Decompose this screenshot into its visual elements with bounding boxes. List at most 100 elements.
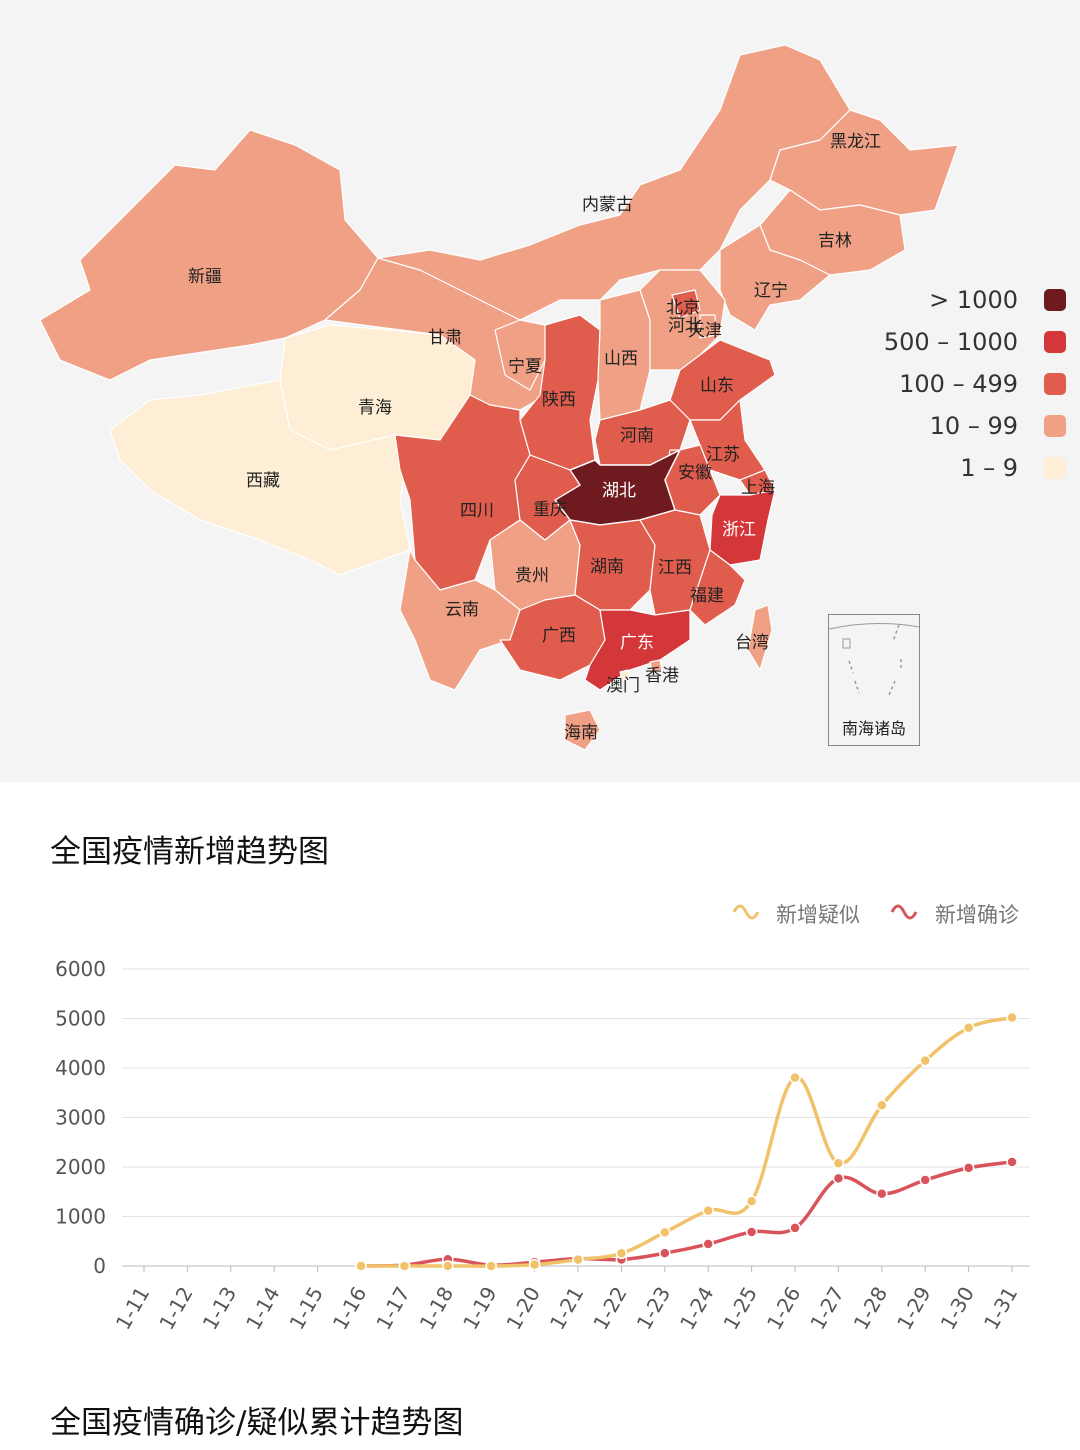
- data-point-suspected[interactable]: [919, 1054, 931, 1067]
- label-jiangsu: 江苏: [706, 445, 740, 465]
- label-ningxia: 宁夏: [508, 357, 542, 377]
- map-legend-item[interactable]: > 1000: [858, 285, 1066, 315]
- data-point-suspected[interactable]: [832, 1157, 845, 1169]
- province-tianjin[interactable]: [699, 314, 717, 339]
- south-china-sea-label: 南海诸岛: [841, 719, 906, 738]
- label-heilongjiang: 黑龙江: [830, 132, 881, 152]
- data-point-suspected[interactable]: [398, 1260, 411, 1272]
- label-hubei: 湖北: [602, 481, 636, 501]
- data-point-confirmed[interactable]: [919, 1174, 931, 1186]
- x-tick-label: 1-11: [111, 1283, 154, 1334]
- province-guangdong[interactable]: [584, 609, 691, 691]
- south-china-sea-islands-drawing: [829, 622, 919, 696]
- data-point-suspected[interactable]: [615, 1247, 628, 1260]
- label-anhui: 安徽: [678, 463, 712, 483]
- label-tianjin: 天津: [688, 321, 722, 341]
- x-tick-label: 1-25: [718, 1283, 761, 1334]
- trend-series: [355, 1011, 1018, 1272]
- data-point-suspected[interactable]: [659, 1226, 671, 1239]
- y-tick-label: 0: [93, 1254, 106, 1278]
- data-point-confirmed[interactable]: [789, 1222, 801, 1234]
- province-labels: 黑龙江 吉林 辽宁 内蒙古 新疆 甘肃 宁夏 青海 西藏 陕西 山西 北京 河北…: [188, 132, 881, 743]
- data-point-confirmed[interactable]: [702, 1238, 714, 1250]
- label-hebei: 河北: [668, 316, 702, 336]
- series-line-confirmed: [360, 1160, 1013, 1268]
- series-suspected: [355, 1011, 1018, 1272]
- province-hebei[interactable]: [639, 269, 726, 371]
- label-taiwan: 台湾: [735, 633, 769, 653]
- china-map-panel: 黑龙江 吉林 辽宁 内蒙古 新疆 甘肃 宁夏 青海 西藏 陕西 山西 北京 河北…: [0, 0, 1080, 782]
- south-china-sea-inset: 南海诸岛: [828, 614, 920, 746]
- x-tick-label: 1-14: [241, 1283, 284, 1334]
- data-point-suspected[interactable]: [876, 1099, 888, 1111]
- legend-suspected-icon[interactable]: [732, 904, 760, 920]
- data-point-suspected[interactable]: [528, 1258, 541, 1271]
- data-point-suspected[interactable]: [485, 1260, 497, 1272]
- legend-suspected-label[interactable]: 新增疑似: [776, 903, 860, 927]
- x-tick-label: 1-19: [458, 1283, 501, 1334]
- y-tick-label: 1000: [55, 1205, 106, 1229]
- province-zhejiang[interactable]: [709, 489, 776, 566]
- province-hainan[interactable]: [564, 709, 601, 751]
- x-tick-label: 1-18: [415, 1283, 458, 1334]
- trend-legend: 新增疑似 新增确诊: [732, 903, 1019, 927]
- data-point-suspected[interactable]: [572, 1253, 584, 1266]
- x-axis-ticks: 1-11 1-12 1-13 1-14 1-15 1-16 1-17 1-18 1-19 1-20…: [111, 1266, 1022, 1334]
- label-gansu: 甘肃: [428, 328, 462, 348]
- map-legend-swatch: [1044, 373, 1066, 395]
- data-point-suspected[interactable]: [745, 1195, 758, 1207]
- province-aomen[interactable]: [619, 669, 631, 681]
- label-henan: 河南: [620, 426, 654, 446]
- map-legend-label: > 1000: [929, 286, 1018, 314]
- cumulative-chart-title: 全国疫情确诊/疑似累计趋势图: [50, 1405, 464, 1441]
- label-beijing: 北京: [666, 298, 700, 318]
- province-xianggang[interactable]: [649, 659, 663, 673]
- data-point-confirmed[interactable]: [745, 1226, 758, 1238]
- map-legend-item[interactable]: 500 – 1000: [858, 327, 1066, 357]
- label-jiangxi: 江西: [658, 558, 692, 578]
- x-tick-label: 1-20: [501, 1283, 544, 1334]
- x-tick-label: 1-30: [935, 1283, 978, 1334]
- x-tick-label: 1-17: [371, 1283, 414, 1334]
- data-point-suspected[interactable]: [702, 1204, 714, 1217]
- x-tick-label: 1-29: [892, 1283, 935, 1334]
- data-point-suspected[interactable]: [442, 1260, 454, 1272]
- label-xinjiang: 新疆: [188, 267, 222, 287]
- y-tick-label: 6000: [55, 957, 106, 981]
- label-fujian: 福建: [690, 586, 724, 606]
- data-point-confirmed[interactable]: [876, 1188, 888, 1200]
- legend-confirmed-label[interactable]: 新增确诊: [935, 903, 1019, 927]
- label-jilin: 吉林: [818, 231, 852, 251]
- province-taiwan[interactable]: [747, 604, 773, 671]
- map-legend-item[interactable]: 1 – 9: [858, 453, 1066, 483]
- data-point-confirmed[interactable]: [1006, 1156, 1018, 1168]
- province-liaoning[interactable]: [719, 224, 831, 331]
- x-tick-label: 1-27: [805, 1283, 848, 1334]
- province-fujian[interactable]: [689, 549, 746, 626]
- china-map: 黑龙江 吉林 辽宁 内蒙古 新疆 甘肃 宁夏 青海 西藏 陕西 山西 北京 河北…: [39, 44, 959, 751]
- y-axis-ticks: 0 1000 2000 3000 4000 5000 6000: [55, 957, 106, 1278]
- label-shanxi: 山西: [604, 349, 638, 369]
- data-point-suspected[interactable]: [962, 1022, 975, 1034]
- data-point-suspected[interactable]: [789, 1071, 801, 1084]
- province-xinjiang[interactable]: [39, 129, 379, 381]
- legend-confirmed-icon[interactable]: [890, 904, 918, 920]
- label-hunan: 湖南: [590, 557, 624, 577]
- x-tick-label: 1-13: [198, 1283, 241, 1334]
- map-legend-item[interactable]: 100 – 499: [858, 369, 1066, 399]
- map-legend-item[interactable]: 10 – 99: [858, 411, 1066, 441]
- y-gridlines: [122, 968, 1030, 1267]
- data-point-confirmed[interactable]: [832, 1172, 845, 1185]
- province-hunan[interactable]: [569, 519, 656, 611]
- map-legend-label: 1 – 9: [960, 454, 1018, 482]
- data-point-suspected[interactable]: [355, 1260, 367, 1272]
- x-tick-label: 1-23: [632, 1283, 675, 1334]
- data-point-confirmed[interactable]: [659, 1247, 671, 1259]
- map-legend-swatch: [1044, 331, 1066, 353]
- label-xizang: 西藏: [246, 471, 280, 491]
- label-neimenggu: 内蒙古: [582, 195, 633, 215]
- province-beijing[interactable]: [671, 289, 701, 319]
- x-tick-label: 1-24: [675, 1283, 718, 1334]
- data-point-suspected[interactable]: [1006, 1011, 1018, 1024]
- data-point-confirmed[interactable]: [962, 1162, 975, 1174]
